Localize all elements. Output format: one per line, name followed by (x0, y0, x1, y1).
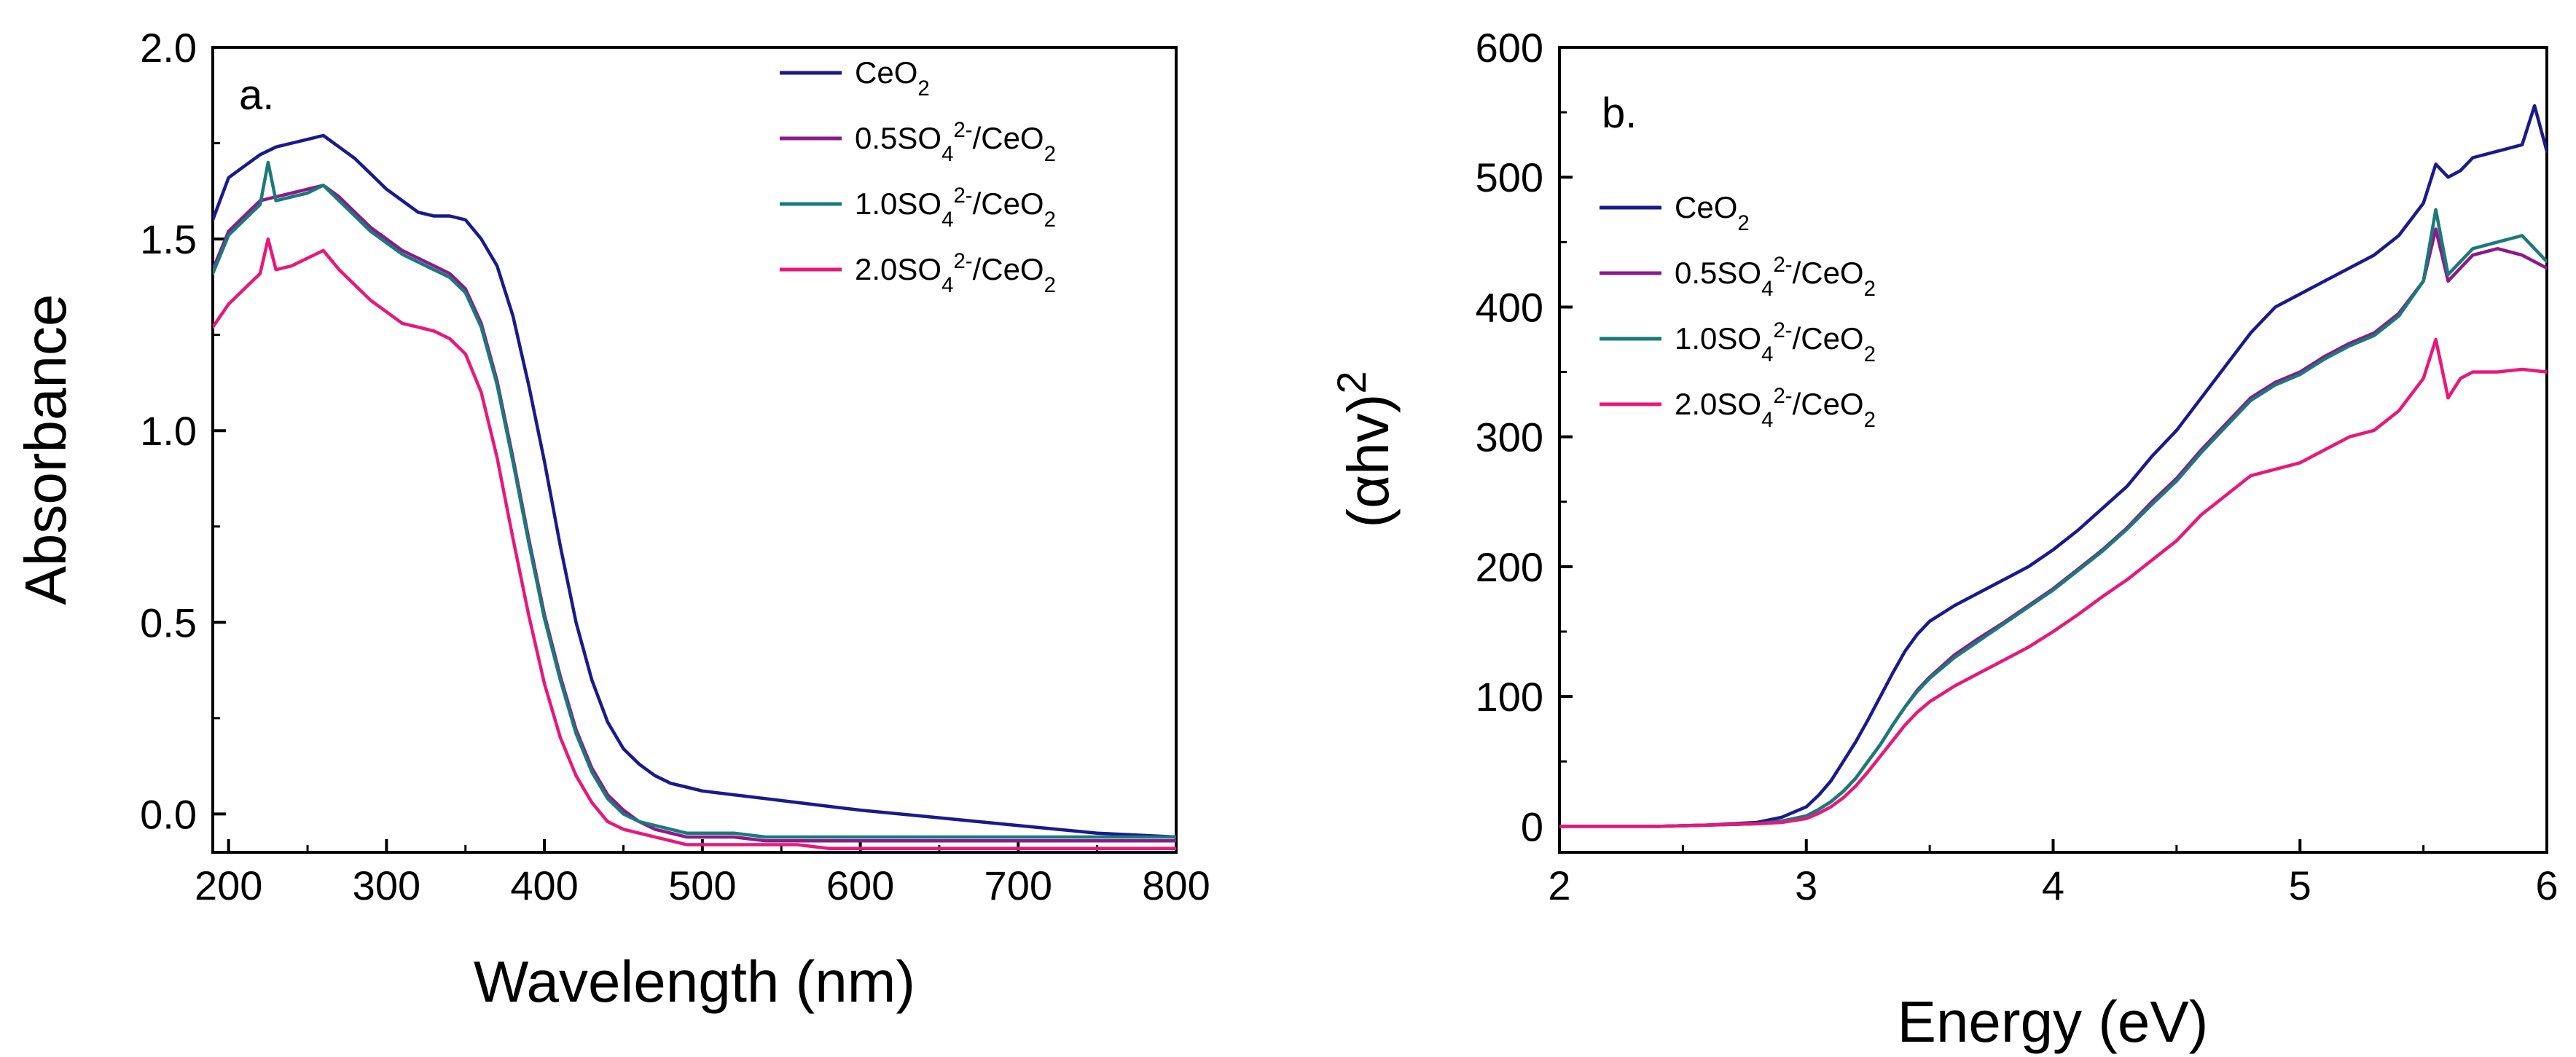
legend-label-a-2: 0.5SO42-/CeO2 (855, 118, 1056, 166)
y-tick-label-b: 200 (1476, 544, 1543, 590)
label-part: /CeO (973, 252, 1044, 286)
legend-label-b-2: 0.5SO42-/CeO2 (1675, 253, 1876, 301)
x-tick-label-b: 5 (2289, 863, 2311, 908)
panel-label-a: a. (239, 71, 274, 119)
label-part: 2 (1864, 277, 1876, 301)
label-part: 2 (1864, 408, 1876, 432)
label-part: 4 (1761, 408, 1773, 432)
x-tick-label-a: 700 (984, 863, 1052, 908)
y-tick-label-a: 1.0 (140, 408, 197, 454)
label-part: 2 (917, 76, 929, 101)
label-part: 2 (1044, 142, 1056, 166)
y-axis-title-b: (αhv)2 (1328, 371, 1401, 527)
x-tick-label-b: 3 (1795, 863, 1817, 908)
label-part: 2- (1773, 253, 1792, 277)
label-part: 4 (1761, 277, 1773, 301)
y-tick-label-a: 0.0 (140, 791, 197, 837)
label-part: 2- (953, 184, 972, 208)
x-axis-title-b: Energy (eV) (1898, 989, 2209, 1054)
y-tick-label-b: 600 (1476, 25, 1543, 71)
x-tick-label-a: 200 (195, 863, 262, 908)
legend-label-a-4: 2.0SO42-/CeO2 (855, 249, 1056, 297)
label-part: 0.5SO (1675, 256, 1761, 290)
label-part: 2 (1864, 342, 1876, 366)
x-tick-label-a: 500 (668, 863, 736, 908)
series-line-b-1 (1559, 103, 2547, 828)
label-part: /CeO (1793, 321, 1864, 355)
label-part: /CeO (1793, 387, 1864, 421)
y-tick-label-b: 400 (1476, 284, 1543, 330)
label-part: 4 (941, 208, 953, 232)
label-part: 4 (1761, 342, 1773, 366)
legend-label-b-3: 1.0SO42-/CeO2 (1675, 318, 1876, 366)
label-part: hv) (1336, 394, 1401, 475)
y-tick-label-b: 100 (1476, 674, 1543, 720)
series-line-a-3 (213, 160, 1176, 839)
label-part: 2 (1044, 273, 1056, 297)
label-part: 0.5SO (855, 121, 941, 155)
y-tick-label-a: 0.5 (140, 600, 197, 645)
series-line-a-1 (213, 133, 1176, 839)
y-tick-label-b: 300 (1476, 414, 1543, 460)
label-part: 2- (1773, 384, 1792, 408)
label-part: 2.0SO (855, 252, 941, 286)
label-part: 4 (941, 273, 953, 297)
label-part: 2- (953, 249, 972, 273)
x-tick-label-a: 400 (510, 863, 578, 908)
series-line-b-2 (1559, 227, 2547, 828)
label-part: α (1336, 475, 1401, 508)
label-part: ( (1336, 508, 1401, 528)
y-axis-title-a: Absorbance (13, 294, 78, 605)
x-axis-title-a: Wavelength (nm) (474, 949, 915, 1014)
label-part: 2- (1773, 318, 1792, 342)
plot-frame-a (211, 46, 1178, 854)
label-part: /CeO (973, 186, 1044, 221)
legend-label-b-1: CeO2 (1675, 190, 1750, 235)
series-line-b-4 (1559, 337, 2547, 828)
label-part: 2.0SO (1675, 387, 1761, 421)
series-line-b-3 (1559, 208, 2547, 828)
plot-frame-b (1558, 46, 2548, 854)
y-tick-label-a: 1.5 (140, 216, 197, 262)
panel-label-b: b. (1602, 90, 1637, 137)
y-tick-label-a: 2.0 (140, 25, 197, 71)
x-tick-label-b: 6 (2535, 863, 2558, 908)
x-tick-label-a: 800 (1142, 863, 1210, 908)
label-part: 4 (941, 142, 953, 166)
x-tick-label-a: 300 (353, 863, 420, 908)
y-tick-label-b: 500 (1476, 154, 1543, 200)
y-tick-label-b: 0 (1521, 803, 1543, 849)
label-part: CeO (1675, 190, 1737, 224)
label-part: 2 (1328, 371, 1374, 393)
label-part: /CeO (1793, 256, 1864, 290)
x-tick-label-a: 600 (826, 863, 894, 908)
label-part: CeO (855, 55, 917, 90)
label-part: /CeO (973, 121, 1044, 155)
legend-label-b-4: 2.0SO42-/CeO2 (1675, 384, 1876, 432)
legend-label-a-3: 1.0SO42-/CeO2 (855, 184, 1056, 232)
legend-label-a-1: CeO2 (855, 55, 930, 101)
series-line-a-4 (213, 237, 1176, 850)
label-part: 2- (953, 118, 972, 142)
label-part: 1.0SO (855, 186, 941, 221)
x-tick-label-b: 2 (1548, 863, 1570, 908)
label-part: 2 (1044, 208, 1056, 232)
x-tick-label-b: 4 (2042, 863, 2064, 908)
label-part: 2 (1737, 211, 1749, 235)
label-part: 1.0SO (1675, 321, 1761, 355)
